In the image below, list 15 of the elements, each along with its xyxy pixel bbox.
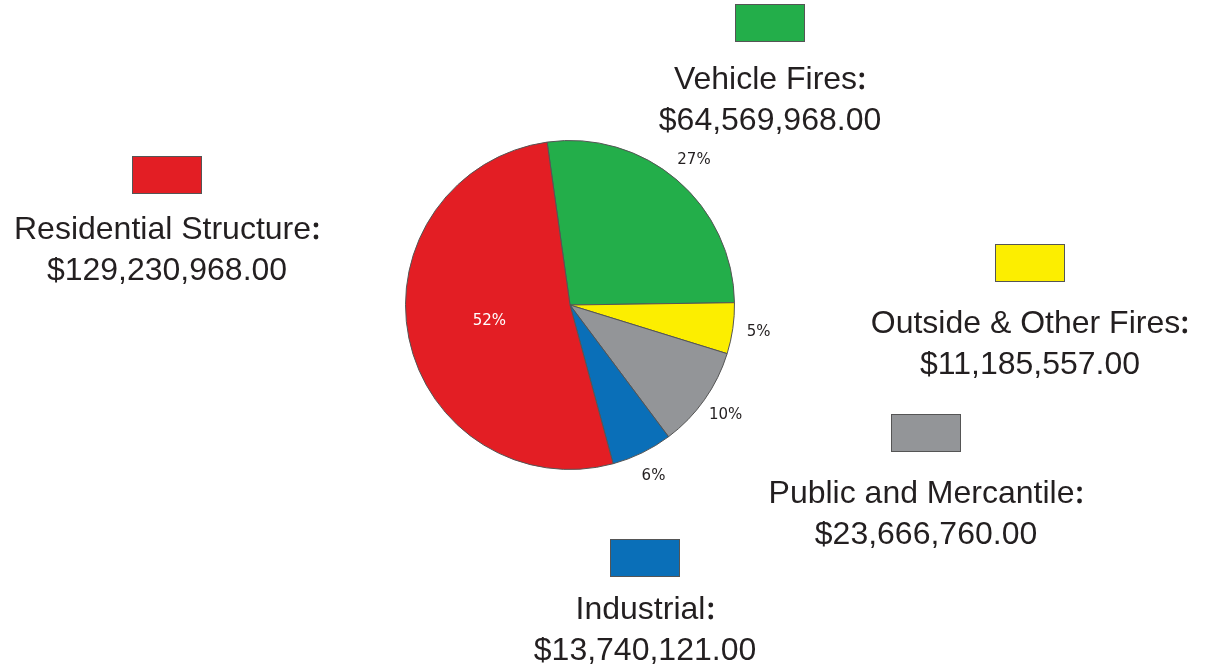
- text: $129,230,968.00: [46, 251, 288, 287]
- data-label: 6%: [641, 466, 666, 485]
- data-label: 27%: [677, 150, 711, 169]
- text: $23,666,760.00: [814, 515, 1038, 551]
- text: $13,740,121.00: [533, 631, 757, 667]
- legend-label: Vehicle Fires: [673, 60, 858, 96]
- text: $11,185,557.00: [919, 345, 1141, 381]
- legend-label: Industrial: [575, 590, 706, 626]
- data-label: 10%: [708, 404, 743, 423]
- legend-label: Residential Structure: [13, 210, 312, 246]
- text: $64,569,968.00: [658, 101, 882, 137]
- data-label: 5%: [746, 322, 771, 341]
- legend-label: Outside & Other Fires: [870, 304, 1181, 340]
- data-label: 52%: [472, 311, 507, 330]
- legend-label: Public and Mercantile: [768, 474, 1075, 510]
